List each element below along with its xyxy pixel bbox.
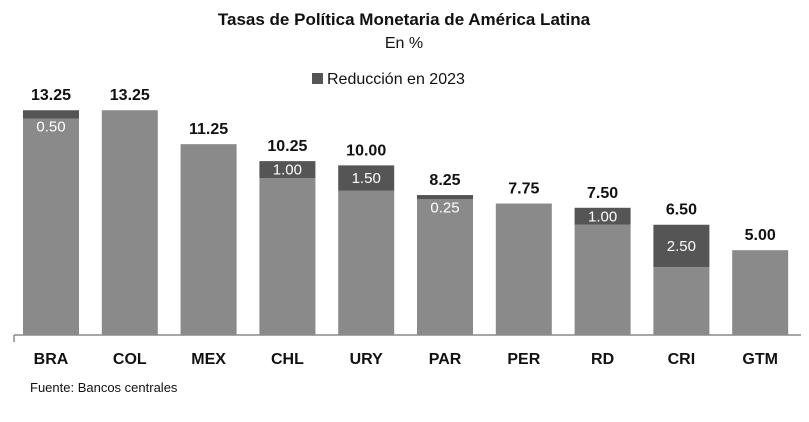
total-label-col: 13.25 xyxy=(110,87,150,104)
total-label-mex: 11.25 xyxy=(189,121,228,138)
reduction-label-chl: 1.00 xyxy=(273,162,302,179)
bar-reduction-cri xyxy=(653,224,710,268)
total-label-chl: 10.25 xyxy=(267,138,307,155)
chart-subtitle: En % xyxy=(385,35,423,52)
reduction-label-ury: 1.50 xyxy=(352,170,381,187)
x-tick-label-cri: CRI xyxy=(668,351,696,368)
total-label-par: 8.25 xyxy=(429,172,460,189)
x-tick-label-per: PER xyxy=(507,351,540,368)
x-tick-label-mex: MEX xyxy=(191,351,226,368)
labels-group: BRA 13.25 0.50 COL 13.25 MEX 11.25 CHL 10.25 1.00… xyxy=(31,87,778,368)
total-label-gtm: 5.00 xyxy=(745,227,776,244)
bar-reduction-rd xyxy=(574,207,631,225)
bar-base-mex xyxy=(180,144,237,335)
chart-title: Tasas de Política Monetaria de América L… xyxy=(218,10,591,29)
legend-label-reduction: Reducción en 2023 xyxy=(327,71,465,88)
legend: Reducción en 2023 xyxy=(312,71,465,88)
reduction-label-bra: 0.50 xyxy=(36,119,65,136)
total-label-per: 7.75 xyxy=(508,181,539,198)
x-tick-label-chl: CHL xyxy=(271,351,304,368)
total-label-cri: 6.50 xyxy=(666,202,697,219)
source-note: Fuente: Bancos centrales xyxy=(30,380,178,395)
reduction-label-rd: 1.00 xyxy=(588,208,617,225)
x-tick-label-col: COL xyxy=(113,351,147,368)
bar-base-chl xyxy=(259,178,316,335)
total-label-ury: 10.00 xyxy=(346,142,386,159)
x-tick-label-bra: BRA xyxy=(34,351,69,368)
total-label-bra: 13.25 xyxy=(31,87,71,104)
bars-group xyxy=(23,110,789,335)
x-tick-label-rd: RD xyxy=(591,351,614,368)
bar-reduction-ury xyxy=(338,165,395,191)
bar-base-col xyxy=(101,110,158,335)
bar-base-rd xyxy=(574,224,631,335)
bar-base-cri xyxy=(653,267,710,335)
bar-reduction-chl xyxy=(259,161,316,179)
x-tick-label-par: PAR xyxy=(429,351,462,368)
x-tick-label-ury: URY xyxy=(350,351,384,368)
legend-swatch-reduction xyxy=(312,73,323,84)
reduction-label-cri: 2.50 xyxy=(667,238,696,255)
bar-reduction-par xyxy=(417,195,473,200)
bar-base-gtm xyxy=(732,250,789,335)
bar-base-bra xyxy=(23,118,79,335)
bar-base-per xyxy=(495,203,552,335)
reduction-label-par: 0.25 xyxy=(430,199,459,216)
bar-base-par xyxy=(417,199,473,335)
bar-reduction-bra xyxy=(23,110,79,119)
bar-base-ury xyxy=(338,190,395,335)
x-tick-label-gtm: GTM xyxy=(742,351,778,368)
total-label-rd: 7.50 xyxy=(587,185,618,202)
